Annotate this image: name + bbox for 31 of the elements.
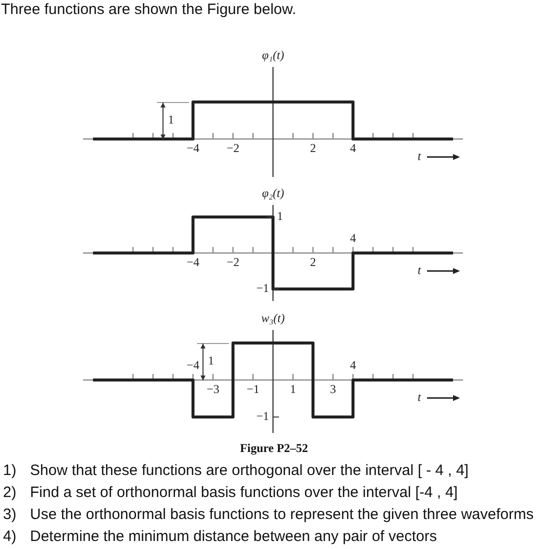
annotation: −1 [256, 281, 269, 296]
text: 3) Use the orthonormal basis functions to represent the given three waveforms [3, 505, 534, 525]
y-axis-title: w₃(t) [261, 311, 285, 326]
y-axis-title: φ₁(t) [262, 48, 284, 62]
caption: Figure P2–52 [238, 440, 310, 456]
x-tick-label: 1 [290, 382, 296, 396]
x-axis-title: t [418, 149, 422, 164]
x-tick-label: 2 [310, 255, 316, 270]
x-axis-title: t [418, 390, 422, 404]
x-tick-label: −3 [206, 382, 220, 396]
text: 1) Show that these functions are orthogonal over the interval [ - 4 , 4] [3, 461, 469, 481]
x-tick-label: 2 [310, 141, 316, 156]
x-tick-label: −2 [226, 141, 240, 156]
x-tick-label: −1 [246, 382, 260, 396]
text: 2) Find a set of orthonormal basis functions over the interval [-4 , 4] [3, 483, 458, 503]
annotation: 4 [350, 231, 356, 246]
x-axis-title: t [418, 263, 422, 278]
text: 4) Determine the minimum distance between any pair of vectors [3, 527, 437, 547]
y-axis-title: φ₂(t) [262, 186, 284, 200]
x-tick-label: −4 [186, 141, 200, 156]
annotation: 1 [277, 209, 283, 224]
x-tick-label: 3 [330, 382, 336, 396]
annotation: 1 [208, 354, 214, 368]
annotation: −4 [186, 358, 200, 372]
x-tick-label: −2 [226, 255, 240, 270]
annotation: 1 [168, 112, 174, 127]
x-tick-label: 4 [350, 141, 356, 156]
annotation: 4 [350, 358, 356, 372]
x-tick-label: −4 [186, 255, 200, 270]
annotation: −1 [256, 409, 269, 424]
chart-title: Three functions are shown the Figure below. [1, 1, 296, 19]
